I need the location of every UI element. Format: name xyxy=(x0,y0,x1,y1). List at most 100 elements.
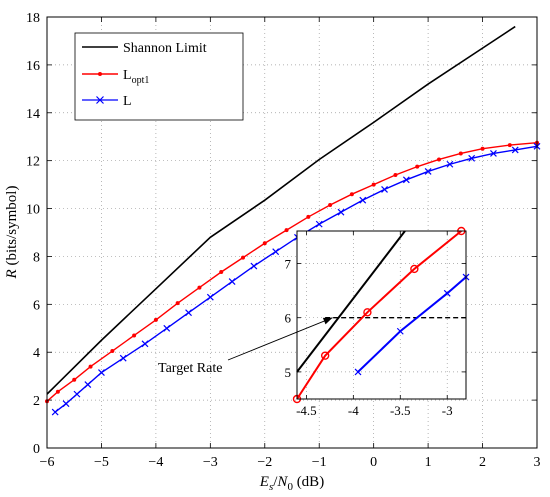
data-point-lopt1 xyxy=(328,202,333,207)
data-point-l xyxy=(402,176,410,184)
data-point-l xyxy=(511,146,519,154)
data-point-l xyxy=(62,400,70,408)
x-tick-label: 2 xyxy=(479,455,486,470)
data-point-lopt1 xyxy=(415,164,420,169)
data-point-l xyxy=(250,262,258,270)
data-point-l xyxy=(84,381,92,388)
inset-data-point-lopt1 xyxy=(320,351,330,360)
y-axis-label: R (bits/symbol) xyxy=(4,186,20,280)
y-tick-label: 0 xyxy=(33,442,40,457)
main-series-markers xyxy=(45,140,541,416)
data-point-l xyxy=(141,340,149,348)
data-point-lopt1 xyxy=(72,377,77,382)
x-tick-label: −2 xyxy=(257,455,272,470)
data-point-l xyxy=(98,369,105,376)
x-tick-label: 0 xyxy=(370,455,377,470)
data-point-lopt1 xyxy=(507,143,512,148)
data-point-lopt1 xyxy=(153,317,158,322)
data-point-lopt1 xyxy=(458,151,463,156)
inset-data-point-l xyxy=(396,327,404,335)
data-point-lopt1 xyxy=(219,270,224,275)
data-point-lopt1 xyxy=(197,285,202,290)
data-point-lopt1 xyxy=(262,241,267,246)
inset-data-point-lopt1 xyxy=(363,308,372,317)
legend-label-l: L xyxy=(123,94,132,109)
data-point-l xyxy=(381,185,388,193)
series-line-lopt1 xyxy=(46,142,538,402)
data-point-lopt1 xyxy=(88,364,93,369)
data-point-l xyxy=(206,293,214,301)
y-tick-label: 10 xyxy=(26,203,40,218)
plot-frame xyxy=(46,16,538,449)
inset-plot: -4.5 -4 -3.5 -3 5 6 7 xyxy=(285,226,470,418)
data-point-l xyxy=(163,324,171,332)
inset-series-lines xyxy=(296,230,467,400)
data-point-lopt1 xyxy=(306,214,311,219)
inset-series-line-lopt1 xyxy=(296,230,462,400)
y-tick-label: 2 xyxy=(33,394,40,409)
data-point-l xyxy=(73,390,81,398)
inset-series-line-l xyxy=(357,276,467,373)
y-tick-label: 4 xyxy=(33,346,40,361)
inset-x-tick-label: -3 xyxy=(442,403,453,418)
x-axis-label: Es/N0 (dB) xyxy=(259,474,324,493)
inset-data-point-l xyxy=(443,289,451,297)
data-point-lopt1 xyxy=(349,192,354,197)
y-tick-label: 14 xyxy=(26,107,40,122)
inset-x-tick-label: -4 xyxy=(348,403,359,418)
series-line-shannon-limit xyxy=(46,25,516,395)
annotation-arrow-line xyxy=(227,317,333,361)
inset-y-tick-label: 6 xyxy=(285,311,292,326)
data-point-lopt1 xyxy=(175,301,180,306)
legend-label-lopt1: Lopt1 xyxy=(123,68,149,86)
inset-x-tick-label: -4.5 xyxy=(296,403,317,418)
x-tick-label: −6 xyxy=(40,455,55,470)
inset-y-tick-label: 5 xyxy=(285,365,292,380)
y-tick-label: 12 xyxy=(26,155,40,170)
data-point-l xyxy=(51,408,59,416)
x-tick-label: −3 xyxy=(203,455,218,470)
data-point-l xyxy=(185,309,192,317)
data-point-lopt1 xyxy=(110,349,115,354)
data-point-l xyxy=(315,220,323,228)
inset-series-line-shannon-limit xyxy=(296,230,406,373)
y-tick-label: 8 xyxy=(33,250,40,265)
data-point-lopt1 xyxy=(437,157,441,162)
data-point-l xyxy=(228,278,236,286)
legend: Shannon Limit Lopt1 L xyxy=(74,32,244,121)
inset-data-point-l xyxy=(354,368,362,376)
legend-marker-lopt1 xyxy=(98,72,102,76)
legend-marker-l xyxy=(96,96,104,104)
data-point-lopt1 xyxy=(55,389,60,394)
inset-frame xyxy=(296,230,467,400)
data-point-l xyxy=(424,168,432,175)
data-point-l xyxy=(468,154,476,162)
x-tick-label: −5 xyxy=(94,455,109,470)
data-point-lopt1 xyxy=(480,146,485,151)
data-point-lopt1 xyxy=(393,173,398,178)
inset-x-tick-label: -3.5 xyxy=(390,403,411,418)
data-point-lopt1 xyxy=(371,182,376,187)
data-point-l xyxy=(359,196,367,204)
target-rate-annotation: Target Rate xyxy=(158,317,333,376)
inset-y-tick-label: 7 xyxy=(285,257,292,272)
data-point-l xyxy=(337,208,345,216)
data-point-lopt1 xyxy=(284,228,289,233)
data-point-l xyxy=(446,160,454,168)
y-tick-label: 18 xyxy=(26,11,40,26)
y-tick-label: 16 xyxy=(26,59,40,74)
annotation-target-rate: Target Rate xyxy=(158,361,222,376)
data-point-l xyxy=(119,354,127,362)
data-point-lopt1 xyxy=(241,255,245,260)
x-tick-label: 3 xyxy=(534,455,541,470)
annotation-arrow-head xyxy=(322,317,333,325)
x-tick-label: −1 xyxy=(312,455,327,470)
data-point-l xyxy=(272,248,280,256)
inset-series-markers xyxy=(292,226,470,404)
inset-data-point-lopt1 xyxy=(410,264,419,274)
legend-label-shannon: Shannon Limit xyxy=(123,41,207,56)
inset-axis-ticks: -4.5 -4 -3.5 -3 5 6 7 xyxy=(285,231,466,418)
inset-background xyxy=(297,231,466,399)
